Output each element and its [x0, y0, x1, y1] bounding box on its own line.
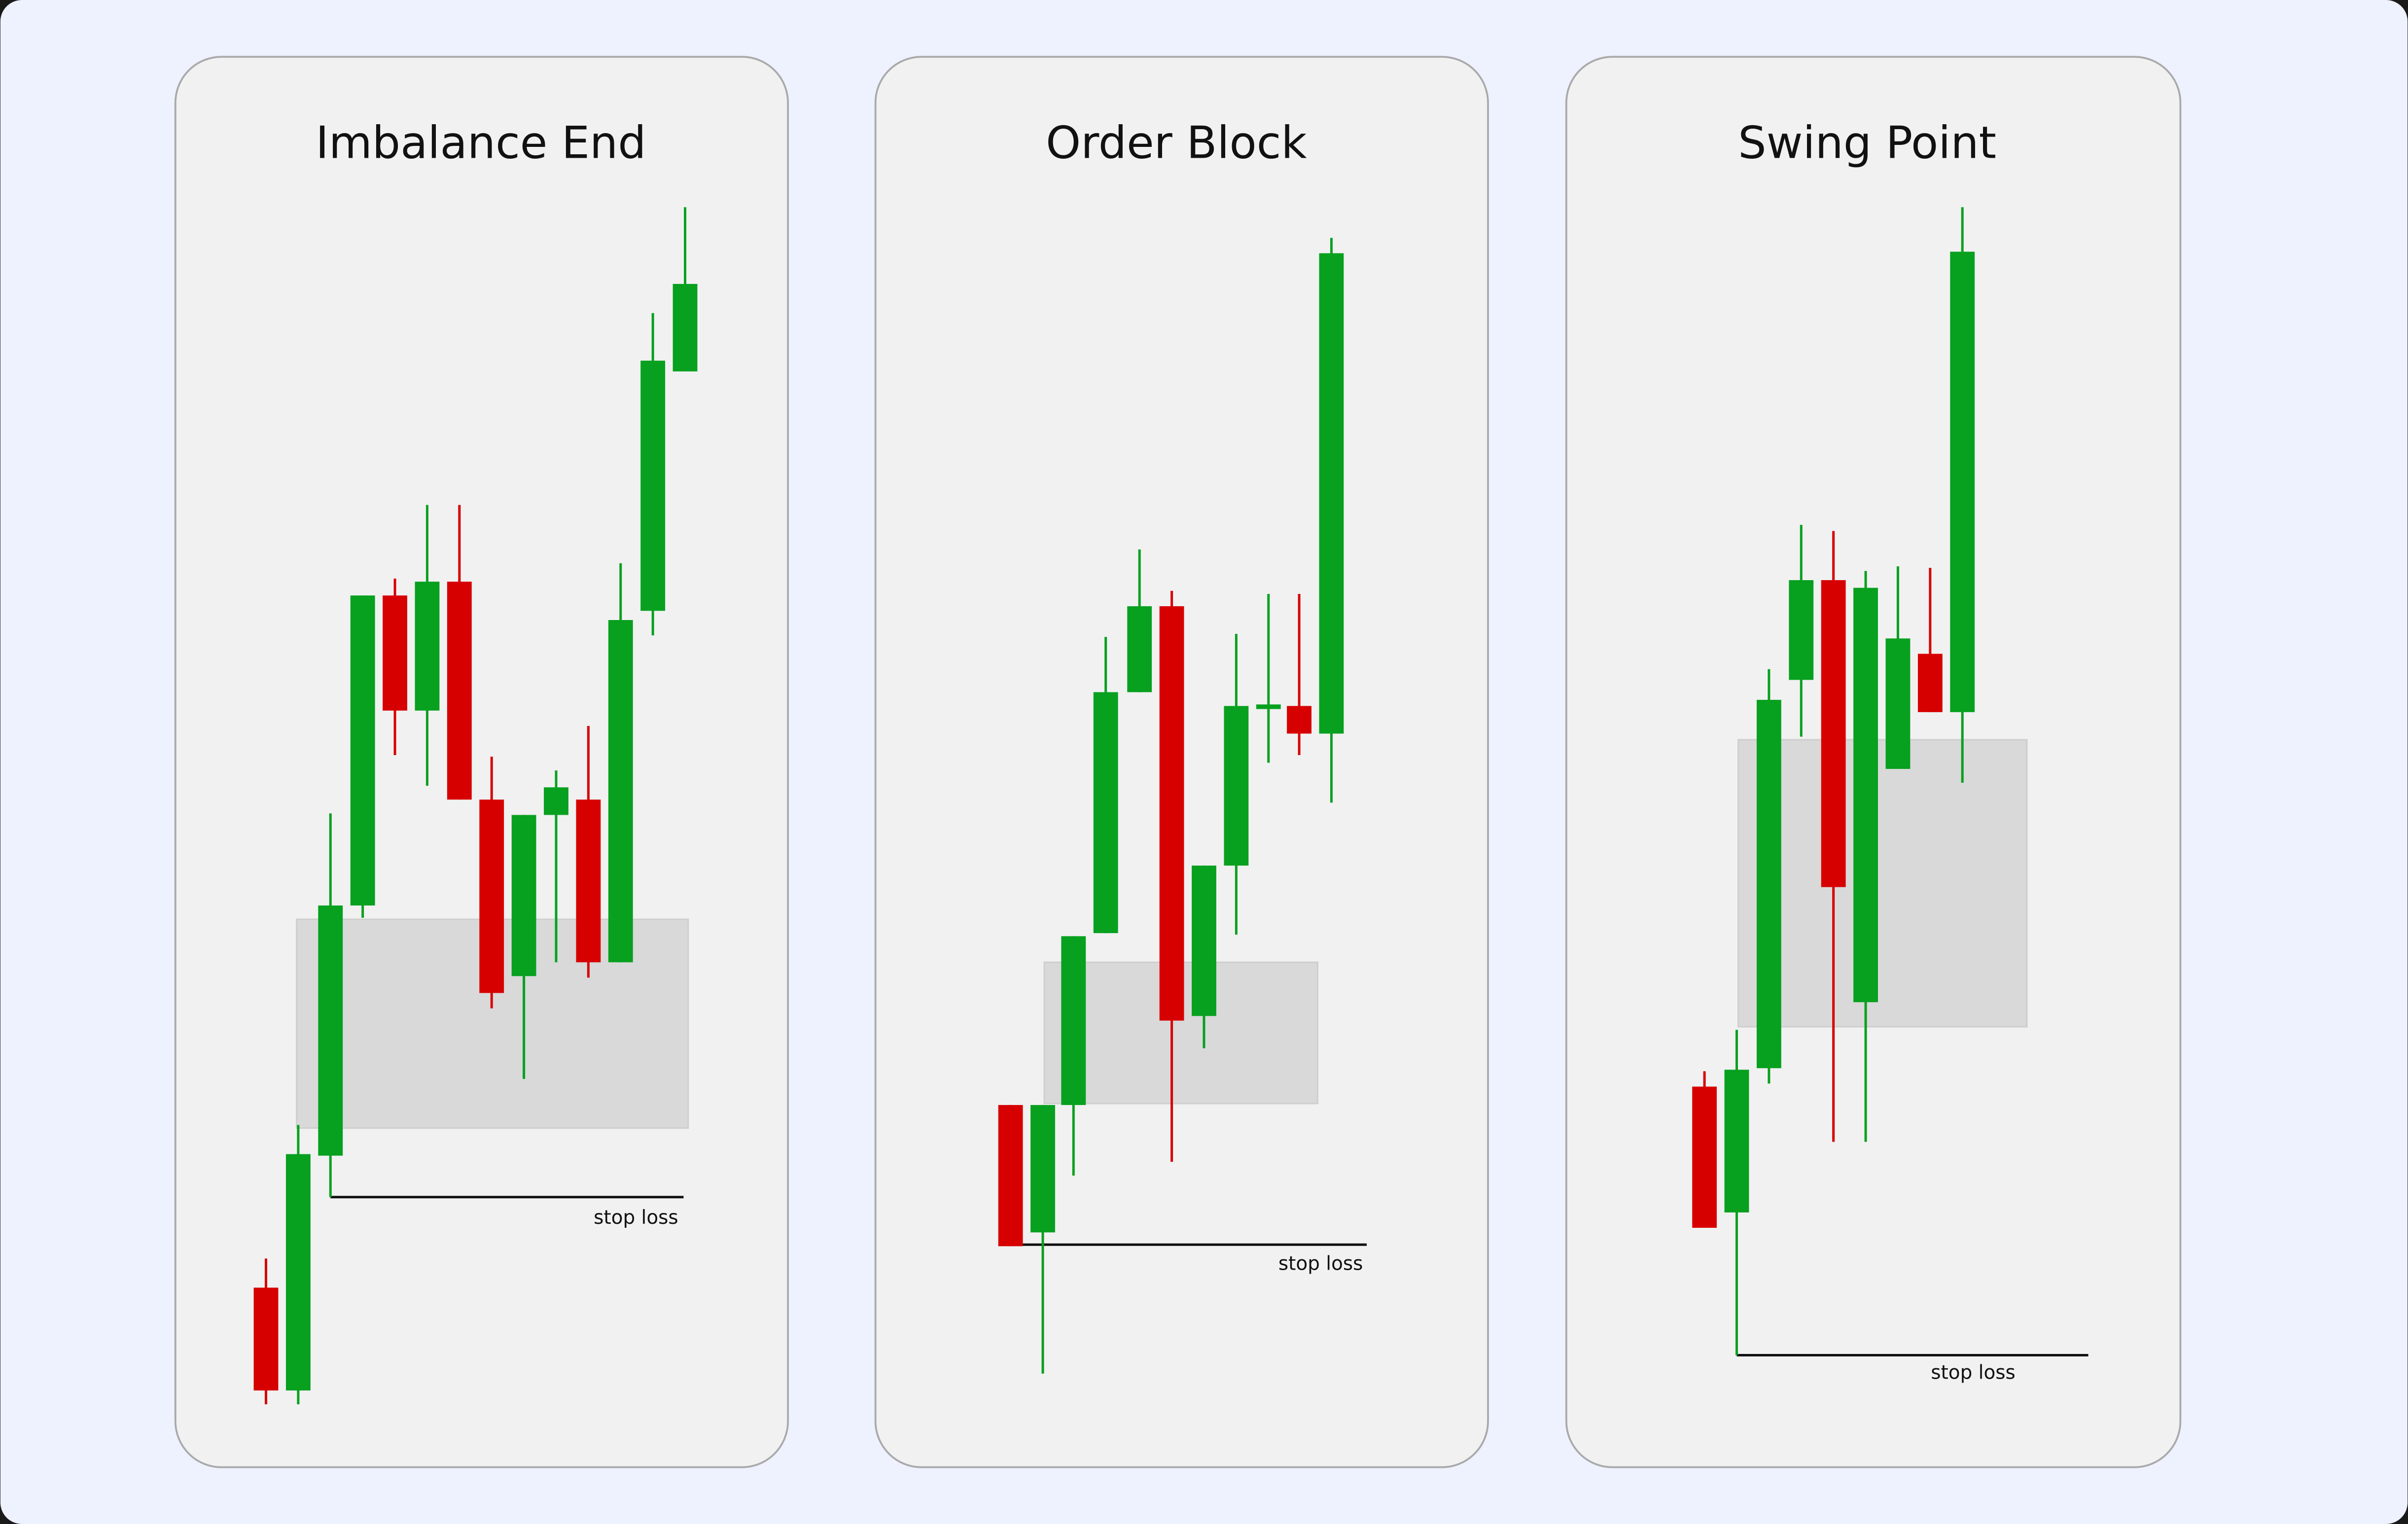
candle-body — [1756, 699, 1781, 1069]
candle-body — [1692, 1086, 1717, 1228]
stop-loss-label: stop loss — [1278, 1252, 1363, 1275]
candle-body — [1030, 1105, 1055, 1233]
candle-body — [998, 1105, 1023, 1247]
panel-title: Order Block — [1046, 117, 1307, 169]
candle-body — [1287, 706, 1311, 734]
candle-body — [1093, 692, 1118, 934]
stop-loss-label: stop loss — [594, 1207, 678, 1229]
zone — [1737, 739, 2028, 1028]
candle-body — [511, 815, 536, 976]
candle-body — [1885, 638, 1911, 769]
candle-body — [1061, 936, 1086, 1105]
candle-body — [673, 284, 698, 372]
candle-body — [544, 787, 568, 815]
candle-body — [576, 799, 601, 963]
stop-loss-label: stop loss — [1931, 1361, 2016, 1384]
candle-body — [415, 582, 440, 711]
candle-body — [1192, 866, 1216, 1016]
candles — [253, 207, 1975, 1405]
candle-body — [1256, 704, 1281, 709]
candle-body — [479, 799, 504, 993]
candle-body — [350, 595, 375, 906]
panel — [174, 56, 789, 1468]
candle-body — [1127, 606, 1152, 693]
candle-body — [253, 1287, 279, 1391]
candle-body — [1917, 654, 1943, 712]
panel-title: Imbalance End — [316, 117, 646, 169]
candle-body — [1853, 588, 1878, 1003]
candle-body — [1789, 580, 1814, 680]
candle-body — [1821, 580, 1846, 887]
panel-title: Swing Point — [1738, 117, 1996, 169]
candle-body — [447, 582, 472, 800]
candle-body — [640, 360, 666, 611]
candle-body — [318, 905, 343, 1156]
candle-body — [1319, 253, 1344, 734]
candle-body — [285, 1154, 311, 1391]
candle-body — [383, 595, 407, 711]
candle-body — [1224, 706, 1249, 866]
candle-body — [1950, 251, 1975, 712]
candle-body — [608, 620, 633, 963]
candle-body — [1724, 1070, 1749, 1212]
candle-body — [1159, 606, 1184, 1021]
